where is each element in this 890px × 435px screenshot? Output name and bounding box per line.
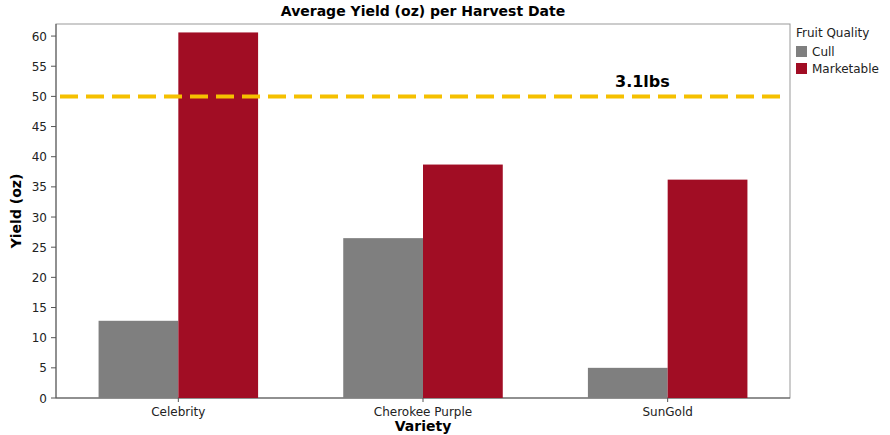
plot-frame: [56, 24, 790, 398]
y-tick: [51, 367, 56, 368]
y-tick: [51, 126, 56, 127]
y-tick-label: 30: [32, 211, 47, 225]
legend-title: Fruit Quality: [796, 26, 869, 40]
y-tick: [51, 247, 56, 248]
y-tick: [51, 156, 56, 157]
x-tick-label: SunGold: [642, 405, 692, 419]
x-tick-label: Cherokee Purple: [374, 405, 472, 419]
y-tick-label: 25: [32, 241, 47, 255]
legend-swatch: [796, 63, 807, 74]
y-tick-label: 10: [32, 331, 47, 345]
bar: [178, 32, 258, 398]
y-tick: [51, 66, 56, 67]
y-tick-label: 20: [32, 271, 47, 285]
legend-swatch: [796, 46, 807, 57]
y-tick: [51, 217, 56, 218]
reference-line: [60, 94, 786, 98]
x-tick: [667, 398, 668, 402]
bar: [588, 368, 668, 398]
y-tick-label: 45: [32, 120, 47, 134]
x-tick: [423, 398, 424, 402]
y-tick: [51, 398, 56, 399]
plot-marks: [60, 32, 786, 398]
y-tick-label: 0: [39, 392, 47, 406]
y-axis-title: Yield (oz): [8, 174, 24, 250]
y-tick: [51, 186, 56, 187]
x-tick-label: Celebrity: [151, 405, 205, 419]
title: Average Yield (oz) per Harvest Date: [281, 3, 565, 19]
legend-label: Marketable: [812, 62, 879, 76]
y-tick: [51, 337, 56, 338]
bar: [99, 321, 179, 398]
chart: Average Yield (oz) per Harvest Date 0 5 10 1…: [0, 0, 890, 435]
x-axis-title: Variety: [395, 418, 452, 434]
y-tick-label: 55: [32, 60, 47, 74]
annotation: 3.1lbs: [615, 72, 670, 91]
y-tick-label: 60: [32, 30, 47, 44]
y-tick-label: 40: [32, 150, 47, 164]
y-axis: [56, 24, 57, 398]
y-tick-label: 50: [32, 90, 47, 104]
x-tick: [178, 398, 179, 402]
bar: [423, 165, 503, 398]
y-tick: [51, 307, 56, 308]
y-tick: [51, 277, 56, 278]
bar: [343, 238, 423, 398]
y-tick-label: 5: [39, 361, 47, 375]
y-tick: [51, 36, 56, 37]
bar: [668, 180, 748, 398]
y-tick-label: 15: [32, 301, 47, 315]
y-tick: [51, 96, 56, 97]
legend-label: Cull: [812, 45, 835, 59]
y-tick-label: 35: [32, 180, 47, 194]
